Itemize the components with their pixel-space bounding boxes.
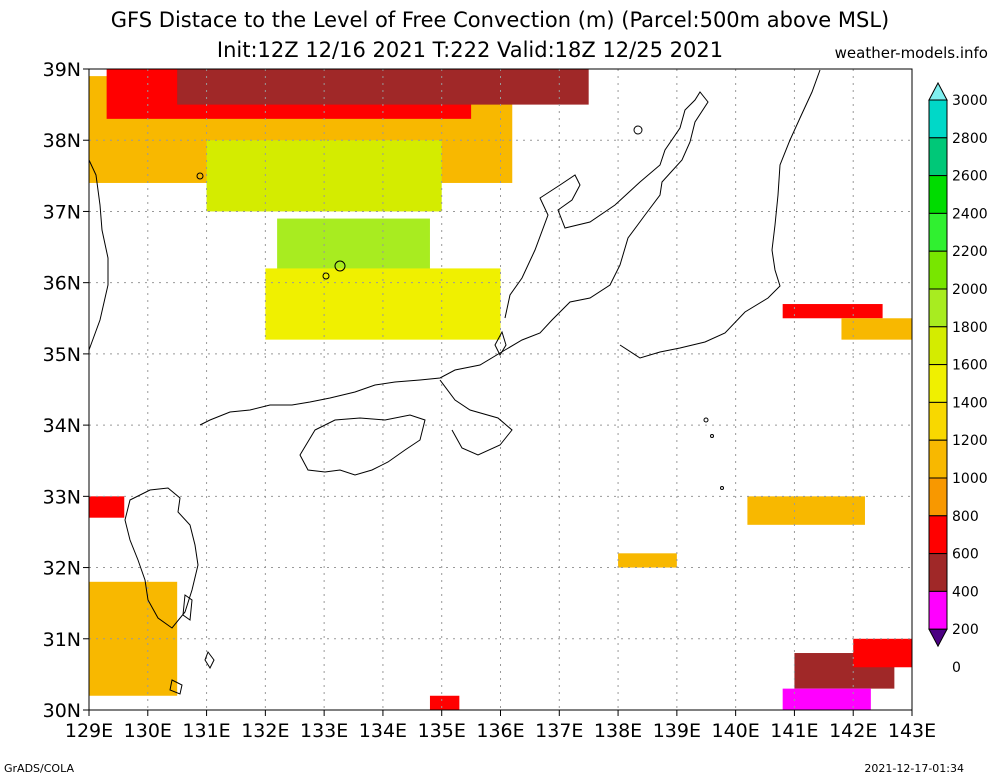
- field-patch-13: [853, 638, 912, 668]
- lon-label: 134E: [359, 720, 407, 742]
- field-patch-10: [782, 304, 883, 319]
- colorbar-label: 1400: [952, 395, 988, 411]
- shikoku-coastline: [299, 414, 426, 476]
- korea-coastline: [88, 159, 109, 351]
- colorbar-swatch: [928, 515, 948, 555]
- colorbar-label: 1200: [952, 433, 988, 449]
- island-hachijo: [703, 417, 709, 423]
- lon-label: 129E: [65, 720, 113, 742]
- colorbar-label: 0: [952, 660, 961, 676]
- lat-label: 33N: [43, 486, 81, 508]
- lat-label: 32N: [43, 558, 81, 580]
- map-title: GFS Distace to the Level of Free Convect…: [110, 8, 890, 32]
- lon-label: 143E: [888, 720, 936, 742]
- lat-label: 30N: [43, 700, 81, 722]
- software-credit: GrADS/COLA: [4, 762, 74, 775]
- lon-label: 139E: [653, 720, 701, 742]
- colorbar-label: 600: [952, 547, 979, 563]
- kii-peninsula: [439, 379, 513, 456]
- colorbar-bottom-arrow: [928, 628, 948, 648]
- lat-label: 36N: [43, 273, 81, 295]
- lon-label: 137E: [535, 720, 583, 742]
- colorbar-swatch: [928, 288, 948, 328]
- colorbar-label: 2400: [952, 206, 988, 222]
- colorbar-label: 1800: [952, 320, 988, 336]
- generated-timestamp: 2021-12-17-01:34: [864, 762, 964, 775]
- island-miyake: [710, 434, 714, 438]
- colorbar-top-arrow: [928, 81, 948, 101]
- lon-label: 142E: [829, 720, 877, 742]
- lat-label: 34N: [43, 415, 81, 437]
- lat-label: 38N: [43, 130, 81, 152]
- lat-label: 31N: [43, 629, 81, 651]
- gridlines: [83, 68, 913, 716]
- colorbar-swatch: [928, 364, 948, 403]
- colorbar-label: 800: [952, 509, 979, 525]
- colorbar-swatch: [928, 553, 948, 592]
- island-aogashima: [720, 486, 724, 490]
- colorbar-swatch: [928, 401, 948, 441]
- lon-label: 138E: [594, 720, 642, 742]
- coastline-layer: [88, 69, 821, 695]
- colorbar-swatch: [928, 439, 948, 479]
- island-oki: [334, 260, 346, 272]
- colorbar-label: 1600: [952, 358, 988, 374]
- lat-label: 39N: [43, 59, 81, 81]
- field-patch-7: [89, 496, 125, 518]
- lon-label: 131E: [182, 720, 230, 742]
- map-frame: [88, 68, 913, 711]
- colorbar-label: 1000: [952, 471, 988, 487]
- colorbar-swatch: [928, 477, 948, 517]
- colorbar-swatch: [928, 250, 948, 290]
- colorbar-swatch: [928, 99, 948, 139]
- field-patch-11: [841, 318, 912, 340]
- east-coast-line: [619, 69, 821, 359]
- colorbar-swatch: [928, 590, 948, 630]
- island-awaji: [494, 330, 507, 357]
- field-patch-9: [618, 553, 677, 568]
- colorbar-swatch: [928, 175, 948, 214]
- kyushu-coastline: [124, 487, 199, 629]
- colorbar-swatch: [928, 326, 948, 366]
- map-subtitle: Init:12Z 12/16 2021 T:222 Valid:18Z 12/2…: [216, 38, 724, 62]
- field-patch-8: [747, 496, 865, 525]
- colorbar-swatch: [928, 137, 948, 177]
- colorbar-label: 2800: [952, 131, 988, 147]
- field-patch-15: [429, 695, 460, 710]
- colorbar-swatch: [928, 212, 948, 252]
- island-amami: [169, 679, 183, 695]
- lon-label: 141E: [770, 720, 818, 742]
- lon-label: 130E: [124, 720, 172, 742]
- site-label: weather-models.info: [834, 44, 988, 62]
- lfc-field-layer: [89, 69, 912, 710]
- island-tsushima: [196, 172, 204, 180]
- lon-label: 132E: [241, 720, 289, 742]
- longitude-labels: 129E 130E 131E 132E 133E 134E 135E 136E 137E 138E…: [65, 720, 936, 742]
- island-oki-small: [322, 272, 330, 280]
- latitude-labels: 39N 38N 37N 36N 35N 34N 33N 32N 31N 30N: [43, 59, 81, 722]
- lon-label: 133E: [300, 720, 348, 742]
- colorbar-label: 3000: [952, 93, 988, 109]
- field-patch-5: [177, 69, 589, 105]
- colorbar: 3000280026002400220020001800160014001200…: [928, 81, 988, 676]
- island-tanegashima: [182, 594, 193, 621]
- island-yakushima: [204, 650, 215, 670]
- honshu-coastline: [199, 91, 709, 426]
- lat-label: 35N: [43, 344, 81, 366]
- colorbar-label: 400: [952, 584, 979, 600]
- colorbar-label: 2600: [952, 169, 988, 185]
- field-patch-14: [782, 688, 871, 710]
- lon-label: 135E: [418, 720, 466, 742]
- lon-label: 136E: [476, 720, 524, 742]
- colorbar-label: 200: [952, 622, 979, 638]
- colorbar-label: 2200: [952, 244, 988, 260]
- colorbar-label: 2000: [952, 282, 988, 298]
- lat-label: 37N: [43, 201, 81, 223]
- lon-label: 140E: [712, 720, 760, 742]
- field-patch-6: [89, 581, 178, 696]
- island-sado: [633, 125, 643, 135]
